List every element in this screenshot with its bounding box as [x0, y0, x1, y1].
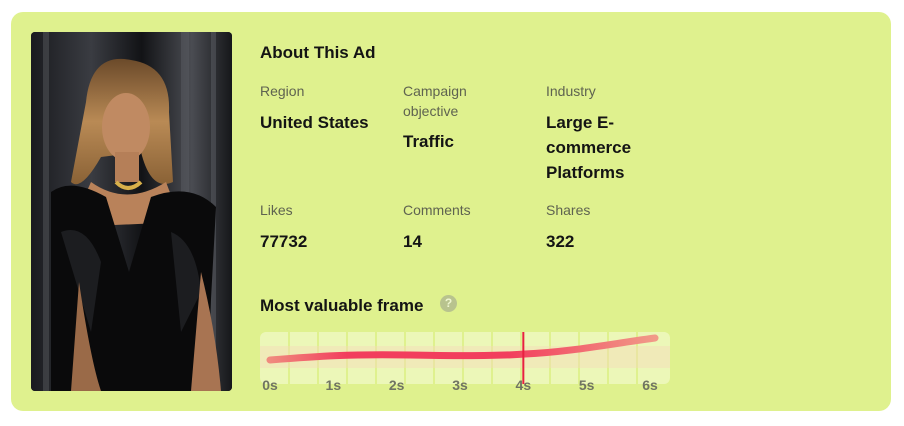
industry-value: Large E-commerce Platforms	[546, 113, 632, 182]
timeline-tick-0s: 0s	[262, 377, 278, 393]
about-title: About This Ad	[260, 43, 376, 62]
timeline-tick-3s: 3s	[452, 377, 468, 393]
most-valuable-frame-title: Most valuable frame	[260, 296, 424, 315]
timeline-tick-5s: 5s	[578, 377, 595, 393]
shares-label: Shares	[546, 202, 591, 218]
campaign-objective-value: Traffic	[403, 132, 455, 151]
question-icon[interactable]: ?	[440, 295, 457, 312]
frame-timeline[interactable]	[260, 332, 670, 384]
region-label: Region	[260, 83, 305, 99]
timeline-tick-1s: 1s	[325, 377, 342, 393]
campaign-objective-label: Campaign objective	[403, 83, 467, 119]
thumbnail-image	[31, 32, 232, 391]
likes-value: 77732	[260, 232, 308, 251]
ad-thumbnail[interactable]	[31, 32, 232, 391]
timeline-tick-6s: 6s	[642, 377, 658, 393]
comments-label: Comments	[403, 202, 471, 218]
timeline-tick-4s: 4s	[515, 377, 532, 393]
region-value: United States	[260, 113, 369, 132]
timeline-graph	[260, 332, 670, 384]
comments-value: 14	[403, 232, 422, 251]
industry-label: Industry	[546, 83, 596, 99]
engagement-curve	[266, 334, 659, 364]
shares-value: 322	[546, 232, 575, 251]
timeline-tick-2s: 2s	[388, 377, 405, 393]
likes-label: Likes	[260, 202, 293, 218]
